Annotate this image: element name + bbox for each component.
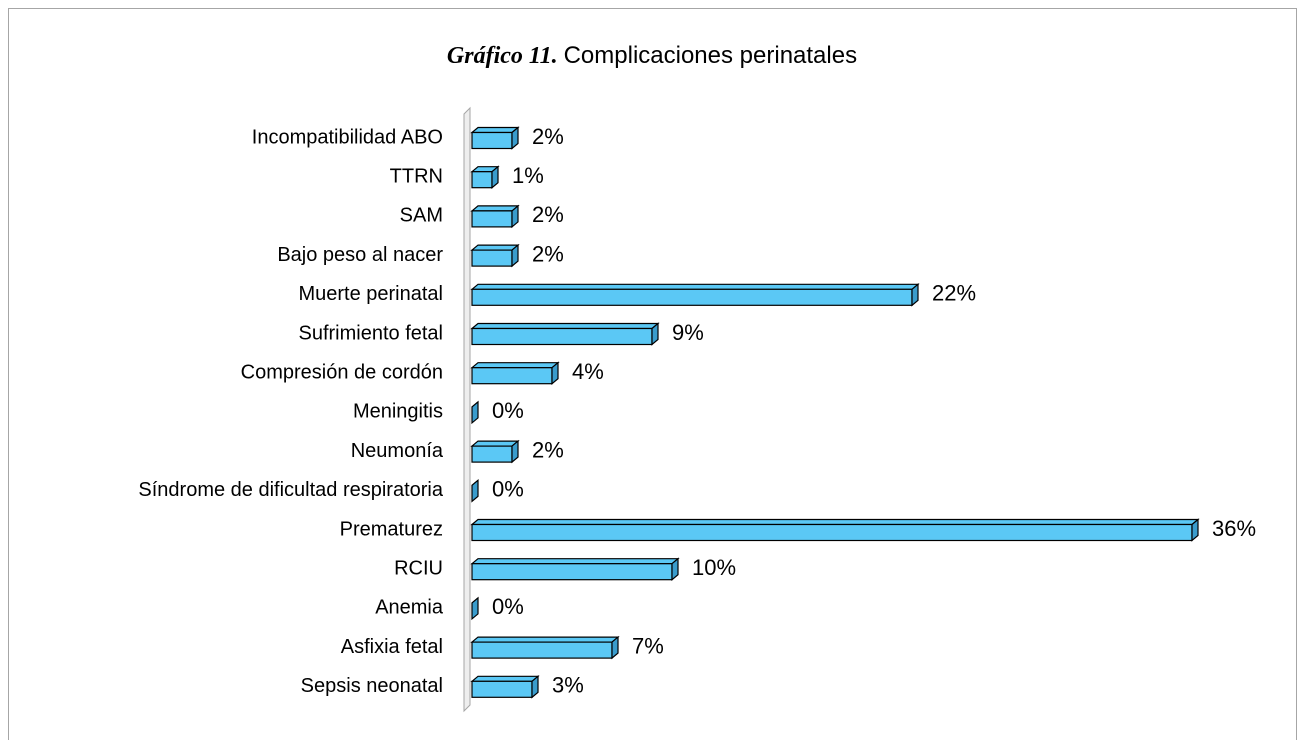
bar [471, 400, 479, 425]
bar [470, 518, 1200, 542]
bar-side [511, 126, 519, 150]
bar-top [470, 283, 920, 290]
bar [470, 322, 660, 346]
y-tick-label: Compresión de cordón [241, 361, 443, 383]
data-label: 1% [512, 163, 544, 188]
bar-top [470, 636, 620, 643]
data-label: 22% [932, 281, 976, 306]
bar [470, 439, 520, 464]
chart-title: Gráfico 11. Complicaciones perinatales [447, 42, 857, 69]
y-tick-label: Meningitis [353, 401, 443, 423]
bar-side [511, 243, 519, 268]
y-tick-label: Prematurez [340, 518, 443, 540]
data-label: 9% [672, 320, 704, 345]
bar [470, 126, 520, 150]
data-label: 2% [532, 241, 564, 266]
bar-top [470, 244, 520, 251]
y-tick-label: Sepsis neonatal [301, 675, 443, 697]
bar-front [471, 171, 493, 189]
bar [470, 675, 540, 699]
bar-side [1191, 518, 1199, 542]
axis-line [463, 106, 471, 713]
bar-front [471, 641, 613, 659]
bar [470, 557, 680, 581]
bar-side [671, 557, 679, 581]
bar-top [470, 518, 1200, 526]
data-label: 2% [532, 202, 564, 227]
bar-front [471, 445, 513, 463]
y-tick-label: Sufrimiento fetal [298, 322, 443, 344]
bar-side [491, 165, 499, 189]
data-label: 3% [552, 673, 584, 698]
bar-front [471, 680, 533, 698]
bar-front [471, 210, 513, 228]
y-tick-label: SAM [400, 205, 443, 227]
bar-front [471, 131, 513, 150]
bar-front [471, 563, 673, 581]
bar [470, 243, 520, 268]
bar-side [471, 400, 479, 425]
bar [470, 204, 520, 229]
data-label: 7% [632, 633, 664, 658]
bar-front [471, 367, 553, 385]
bar-top [470, 322, 660, 330]
bar [470, 635, 620, 660]
bar [470, 283, 920, 307]
data-label: 2% [532, 437, 564, 462]
y-tick-label: Síndrome de dificultad respiratoria [138, 479, 443, 501]
y-tick-label: RCIU [394, 557, 443, 579]
data-label: 10% [692, 555, 736, 580]
bar-front [471, 288, 913, 306]
y-tick-label: TTRN [390, 165, 443, 187]
bar-side [611, 635, 619, 660]
bar-side [911, 283, 919, 307]
bar-side [511, 439, 519, 464]
bar [471, 479, 479, 503]
data-label: 36% [1212, 516, 1256, 541]
bar-front [471, 327, 653, 346]
bar-front [471, 523, 1193, 542]
bar-top [470, 675, 540, 682]
bar-top [470, 126, 520, 134]
data-label: 0% [492, 594, 524, 619]
chart-border [8, 8, 1297, 740]
bar [470, 361, 560, 385]
data-label: 0% [492, 398, 524, 423]
y-tick-label: Muerte perinatal [298, 283, 443, 305]
bar [471, 596, 479, 621]
y-tick-label: Anemia [375, 597, 444, 619]
bar-top [470, 558, 680, 565]
y-tick-label: Bajo peso al nacer [277, 244, 443, 266]
y-tick-label: Asfixia fetal [341, 636, 443, 658]
bar-side [551, 361, 559, 385]
y-tick-label: Neumonía [351, 440, 444, 462]
bar-top [470, 440, 520, 447]
data-label: 2% [532, 124, 564, 149]
bar-side [471, 596, 479, 621]
bar-side [471, 479, 479, 503]
y-tick-label: Incompatibilidad ABO [252, 126, 443, 148]
data-label: 0% [492, 477, 524, 502]
bar-side [531, 675, 539, 699]
title-text: Complicaciones perinatales [564, 42, 857, 69]
bar-side [511, 204, 519, 229]
title-label: Gráfico 11. [447, 43, 558, 69]
bar [470, 165, 500, 189]
bar-front [471, 249, 513, 267]
bar-top [470, 362, 560, 369]
data-label: 4% [572, 359, 604, 384]
bar-top [470, 205, 520, 212]
bar-side [651, 322, 659, 346]
